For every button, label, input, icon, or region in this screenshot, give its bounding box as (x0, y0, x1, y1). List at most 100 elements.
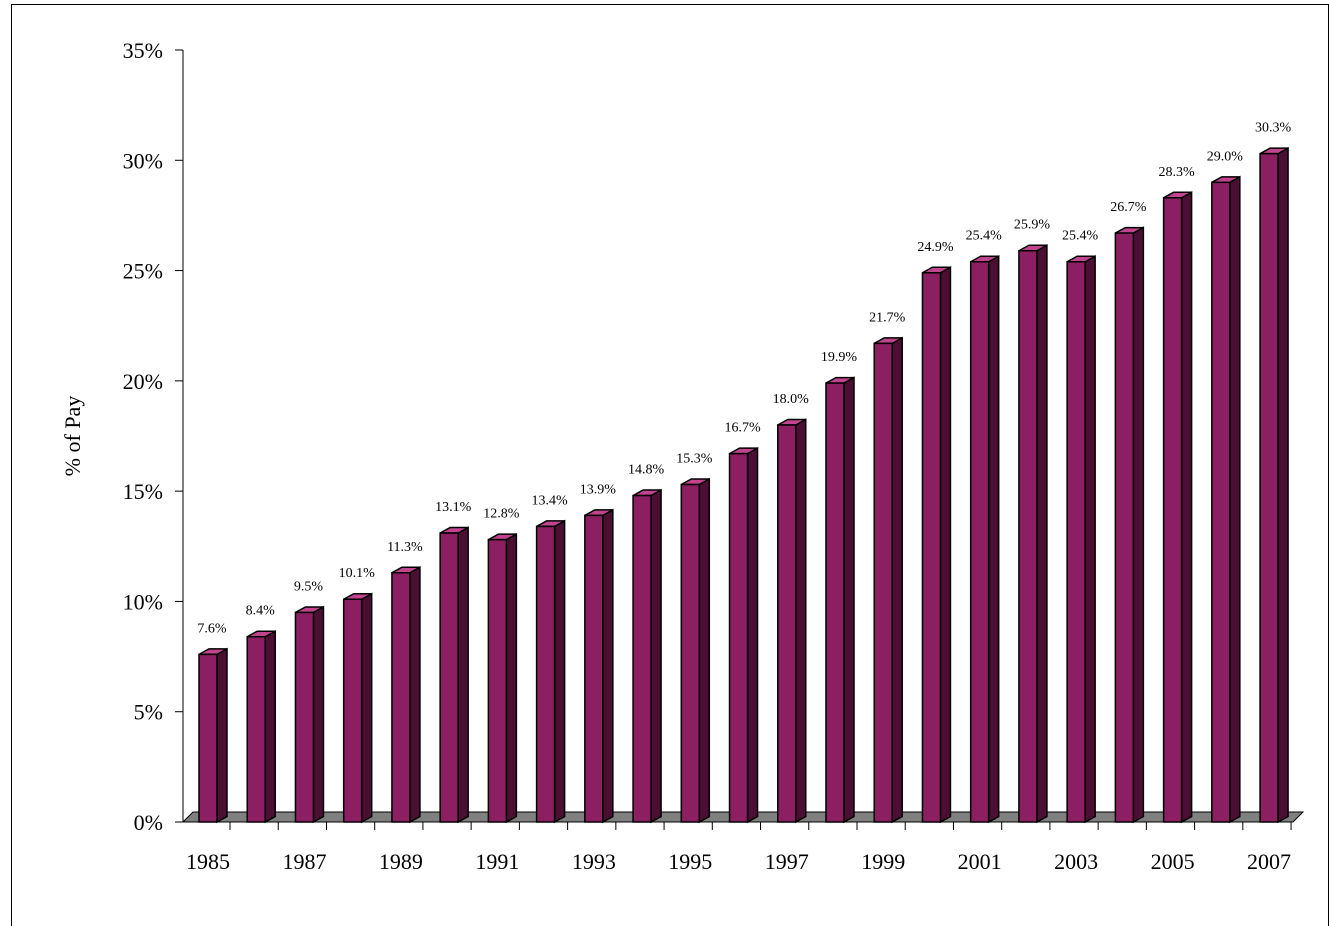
bar-front (1211, 181, 1231, 823)
x-tick-label: 1999 (861, 849, 905, 874)
bar-front (246, 635, 266, 823)
bar (680, 477, 711, 824)
data-label: 26.7% (1110, 200, 1147, 215)
bar (294, 605, 325, 824)
bar-front (728, 452, 749, 823)
data-label: 15.3% (676, 452, 713, 467)
data-label: 10.1% (339, 566, 376, 581)
bar-front (487, 538, 508, 823)
bar (777, 418, 807, 824)
data-label: 7.6% (197, 621, 227, 636)
bar-front (1162, 197, 1183, 823)
bar-front (584, 514, 604, 823)
y-tick-label: 5% (134, 700, 163, 725)
bar-side (457, 526, 469, 824)
bar-side (1084, 254, 1096, 824)
data-label: 9.5% (294, 579, 324, 594)
bar-side (891, 336, 903, 824)
bar-front (439, 532, 459, 823)
bar-front (391, 572, 411, 823)
data-label: 8.4% (246, 604, 276, 619)
data-label: 14.8% (628, 463, 665, 478)
bar-side (1229, 175, 1241, 824)
bar-front (632, 494, 652, 823)
bar-side (698, 477, 711, 824)
data-label: 13.1% (435, 500, 472, 515)
data-label: 28.3% (1159, 165, 1196, 180)
data-labels: 7.6% 8.4% 9.5% 10.1% 11.3% 13.1% 12.8% 13.4% 13.… (197, 121, 1291, 637)
bar-front (535, 525, 556, 823)
bar-front (921, 272, 942, 823)
bar-front (1114, 232, 1135, 823)
data-label: 25.4% (966, 229, 1003, 244)
data-label: 30.3% (1255, 121, 1292, 136)
bar-side (216, 647, 228, 824)
bar-front (1259, 152, 1279, 823)
bars (198, 146, 1289, 824)
data-label: 18.0% (773, 392, 810, 407)
bar-front (198, 653, 218, 823)
bar (1162, 191, 1193, 824)
bar (584, 508, 614, 824)
y-tick-label: 30% (123, 148, 163, 173)
y-tick-label: 25% (123, 259, 163, 284)
bar (1259, 146, 1289, 824)
y-tick-label: 0% (134, 810, 163, 835)
bar (246, 629, 276, 824)
bar-side (312, 605, 325, 824)
bar-front (1066, 260, 1086, 823)
bar (1114, 226, 1145, 824)
bar (535, 519, 566, 824)
data-label: 19.9% (821, 350, 858, 365)
bar-front (680, 483, 701, 823)
bar (728, 446, 759, 824)
y-axis: 0% 5% 10% 15% 20% 25% 30% 35% (123, 38, 184, 835)
bar (342, 592, 373, 824)
bar-front (342, 598, 363, 823)
bar-side (746, 446, 759, 824)
bar (825, 376, 855, 824)
bar-side (264, 629, 276, 824)
x-tick-label: 1991 (475, 849, 519, 874)
bar-side (553, 519, 566, 824)
bar-front (969, 260, 990, 823)
data-label: 25.9% (1014, 218, 1051, 233)
x-tick-label: 2007 (1247, 849, 1291, 874)
bar (1211, 175, 1241, 824)
y-tick-label: 20% (123, 369, 163, 394)
x-axis: 1985 1987 1989 1991 1993 1995 1997 1999 2001 2003… (183, 821, 1293, 874)
data-label: 24.9% (917, 240, 954, 255)
bar-side (409, 565, 421, 824)
data-label: 12.8% (483, 507, 520, 522)
data-label: 16.7% (724, 421, 761, 436)
bar-side (602, 508, 614, 824)
bar-side (1277, 146, 1289, 824)
bar (969, 254, 1000, 824)
x-tick-label: 1989 (379, 849, 423, 874)
bar (921, 266, 952, 824)
bar-front (294, 611, 315, 823)
x-tick-label: 1987 (282, 849, 326, 874)
x-tick-label: 1995 (668, 849, 712, 874)
bar-front (1018, 249, 1038, 823)
x-tick-label: 1993 (572, 849, 616, 874)
bar-front (777, 424, 797, 823)
bar-side (795, 418, 807, 824)
bar (439, 526, 469, 824)
data-label: 13.4% (532, 493, 569, 508)
x-tick-label: 1997 (765, 849, 809, 874)
y-tick-label: 15% (123, 479, 163, 504)
data-label: 29.0% (1207, 149, 1244, 164)
y-tick-label: 10% (123, 589, 163, 614)
bar-side (650, 488, 662, 824)
bar (1066, 254, 1096, 824)
bar-side (843, 376, 855, 824)
bar (198, 647, 228, 824)
bar-side (1036, 243, 1048, 824)
x-tick-label: 2001 (958, 849, 1002, 874)
bar-side (1132, 226, 1145, 824)
bar-side (505, 532, 518, 824)
data-label: 13.9% (580, 482, 617, 497)
bar-front (825, 382, 845, 823)
